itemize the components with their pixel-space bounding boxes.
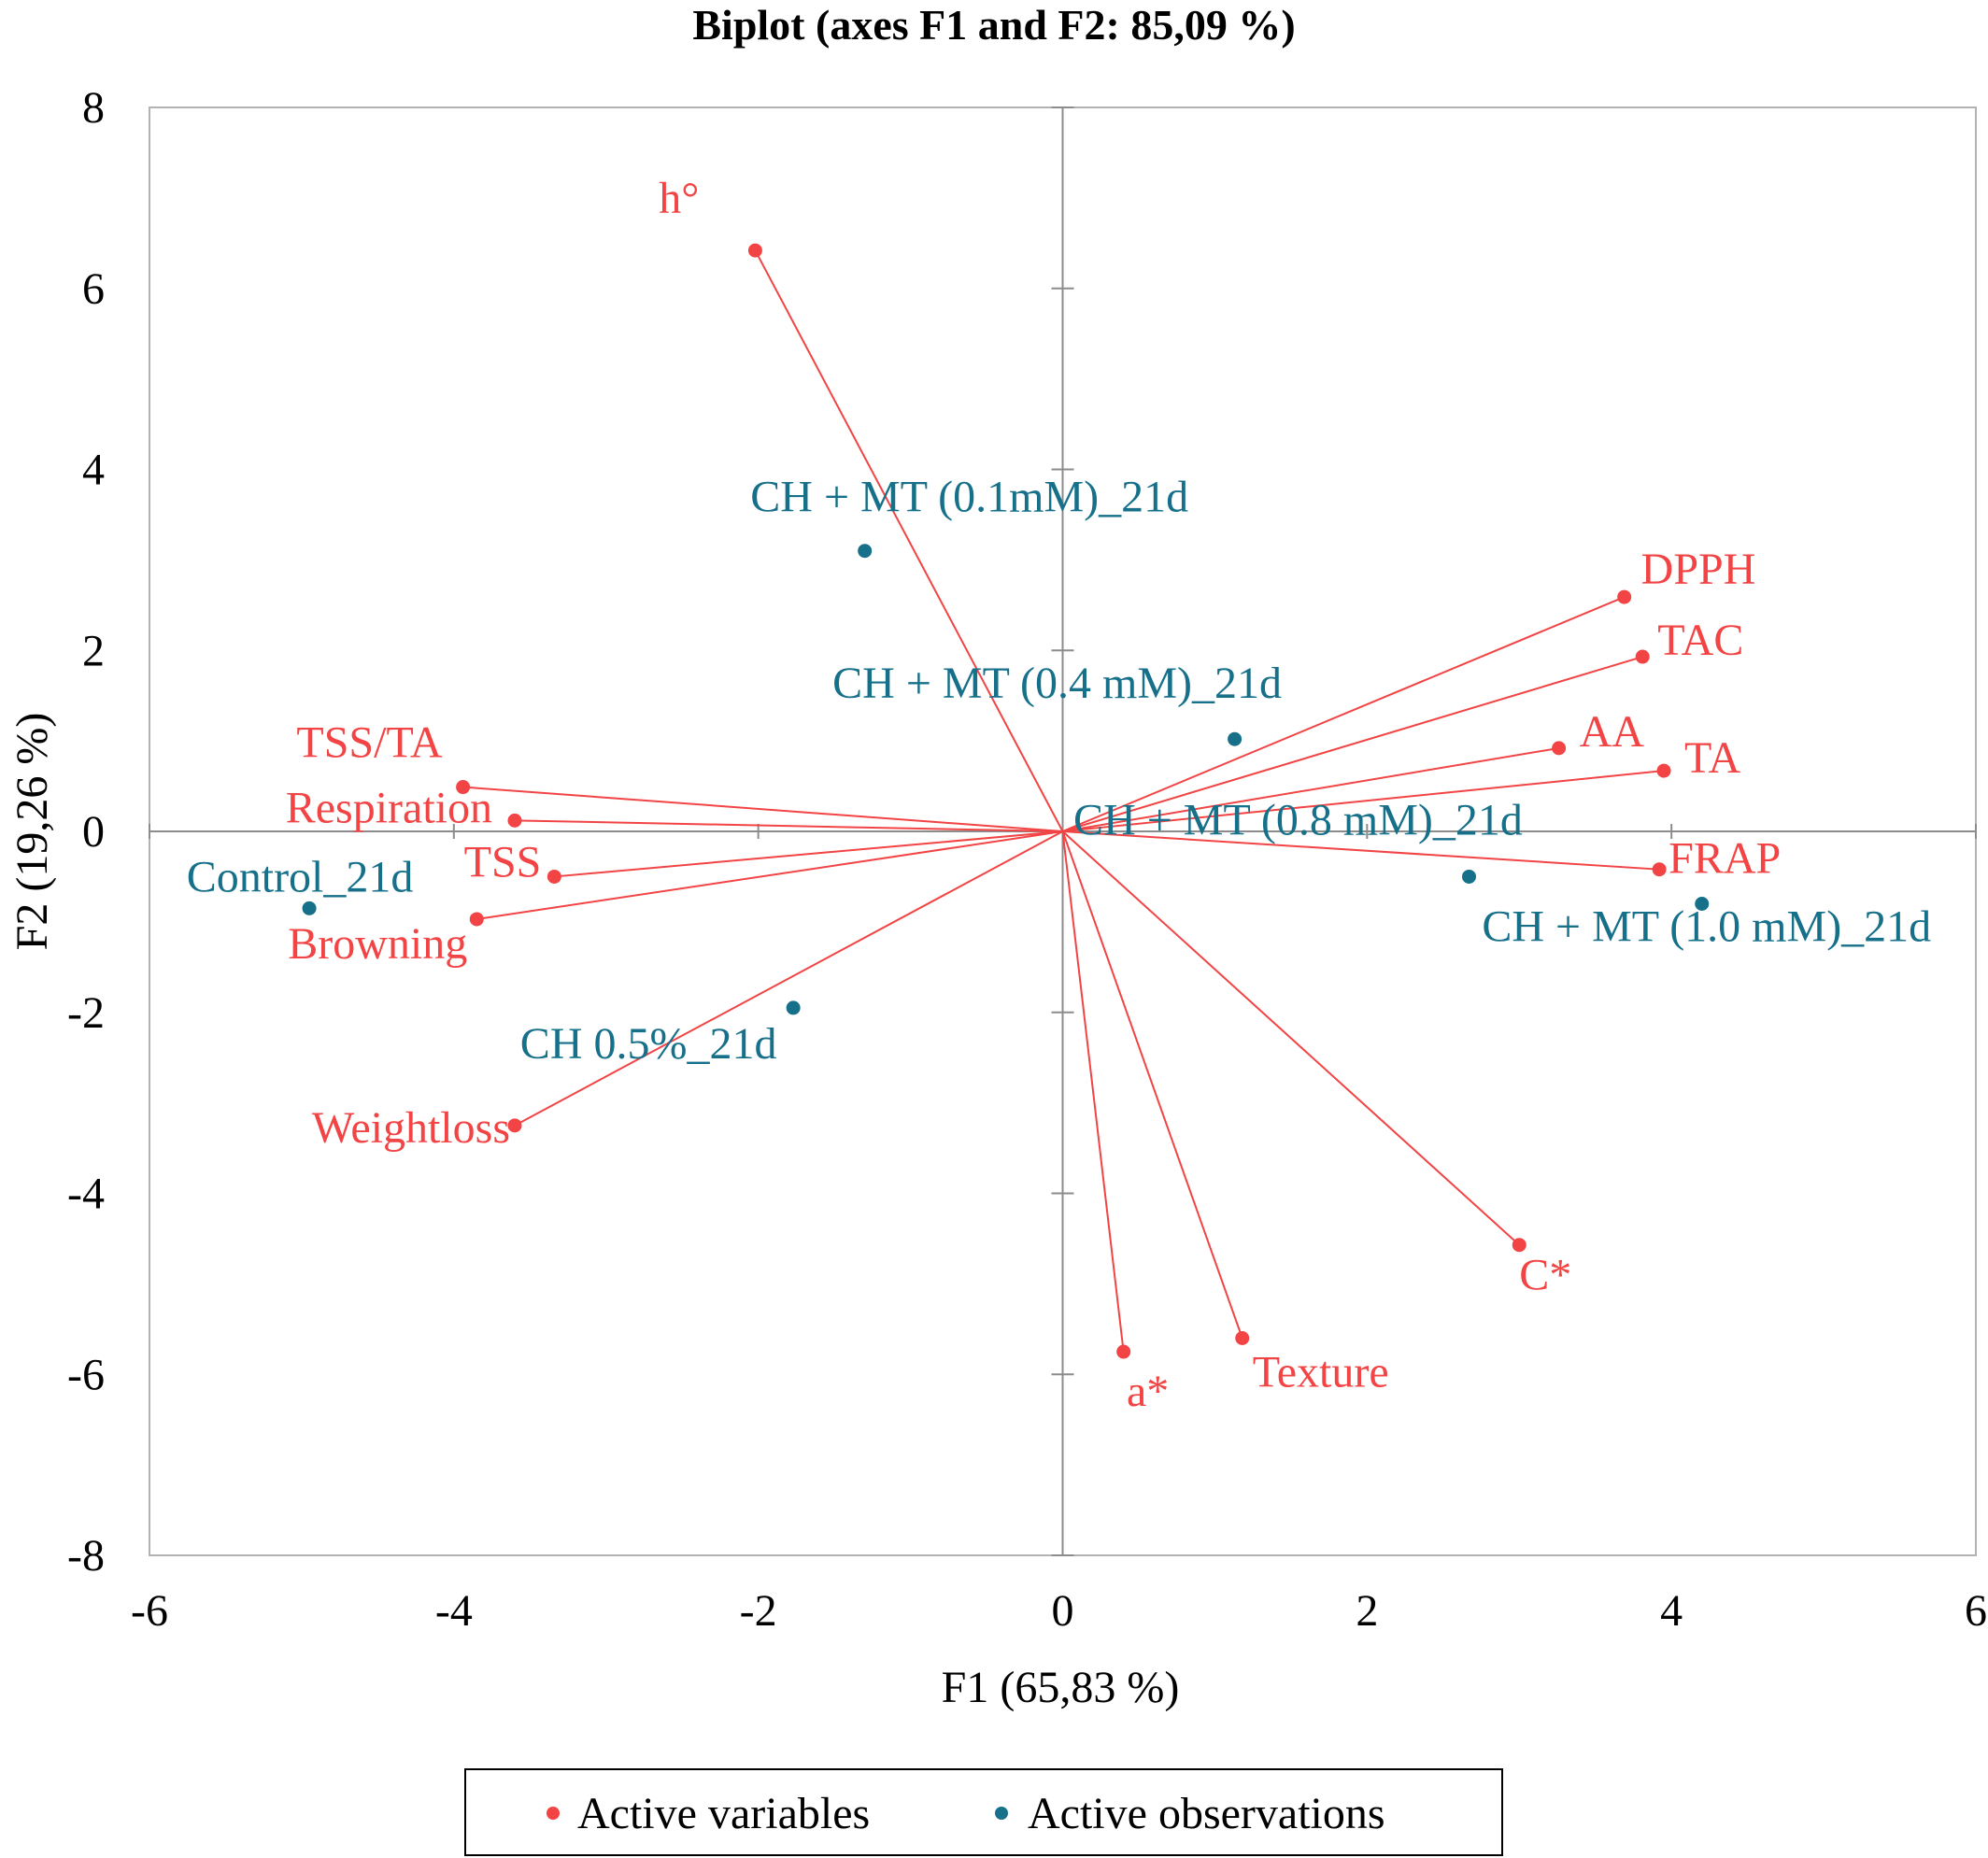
variable-label-tss: TSS bbox=[464, 837, 542, 886]
variable-point-frap bbox=[1652, 862, 1667, 877]
vector-h bbox=[754, 249, 1064, 832]
variable-point-respiration bbox=[507, 813, 522, 828]
variable-vectors bbox=[462, 249, 1665, 1353]
variable-label-frap: FRAP bbox=[1668, 834, 1781, 884]
legend-label-observations: Active observations bbox=[1028, 1789, 1385, 1838]
observation-label-ch-0-5-21d: CH 0.5%_21d bbox=[520, 1019, 777, 1069]
x-tick-label: 2 bbox=[1356, 1586, 1378, 1636]
variable-label-h: h° bbox=[659, 174, 699, 223]
variable-label-respiration: Respiration bbox=[286, 783, 492, 832]
vector-texture bbox=[1061, 830, 1243, 1339]
variable-label-browning: Browning bbox=[288, 919, 467, 969]
y-axis-title: F2 (19,26 %) bbox=[7, 713, 57, 951]
variable-point-h bbox=[747, 243, 762, 258]
observation-label-control-21d: Control_21d bbox=[187, 852, 414, 901]
vector-frap bbox=[1062, 830, 1660, 871]
data-points bbox=[302, 243, 1710, 1359]
x-axis-title: F1 (65,83 %) bbox=[942, 1663, 1180, 1712]
vector-tss-ta bbox=[462, 786, 1063, 832]
variable-point-tac bbox=[1635, 649, 1650, 664]
observation-label-ch-mt-0-1mm-21d: CH + MT (0.1mM)_21d bbox=[750, 473, 1188, 522]
variable-point-tss-ta bbox=[456, 780, 471, 795]
vector-weightloss bbox=[514, 830, 1063, 1127]
legend-label-variables: Active variables bbox=[577, 1789, 870, 1838]
variable-point-browning bbox=[469, 912, 484, 927]
axis-ticks: -6 -4 -2 0 2 4 6 -8 -6 -4 -2 0 2 4 6 8 bbox=[67, 83, 1987, 1636]
variable-label-weightloss: Weightloss bbox=[312, 1103, 510, 1153]
vector-aa bbox=[1062, 746, 1559, 832]
variable-point-c bbox=[1512, 1238, 1526, 1253]
variable-label-tac: TAC bbox=[1657, 616, 1743, 665]
variable-label-ta: TA bbox=[1684, 733, 1740, 783]
variable-label-tss-ta: TSS/TA bbox=[296, 718, 443, 768]
x-tick-label: -4 bbox=[435, 1586, 473, 1636]
observation-label-ch-mt-1-0-mm-21d: CH + MT (1.0 mM)_21d bbox=[1482, 902, 1931, 952]
variable-label-dpph: DPPH bbox=[1641, 545, 1756, 594]
legend-box bbox=[464, 1768, 1503, 1856]
variable-point-aa bbox=[1552, 741, 1567, 756]
variable-point-dpph bbox=[1617, 589, 1632, 604]
vector-a bbox=[1061, 830, 1125, 1353]
variable-label-c: C* bbox=[1519, 1251, 1571, 1300]
legend-swatch-observations bbox=[995, 1807, 1008, 1820]
variable-point-tss bbox=[547, 869, 561, 884]
y-tick-label: 2 bbox=[82, 626, 105, 675]
x-tick-label: 0 bbox=[1052, 1586, 1074, 1636]
vector-tac bbox=[1062, 656, 1643, 832]
y-tick-label: 6 bbox=[82, 264, 105, 314]
observation-label-ch-mt-0-8-mm-21d: CH + MT (0.8 mM)_21d bbox=[1073, 795, 1523, 844]
y-tick-label: 0 bbox=[82, 807, 105, 857]
x-tick-label: 6 bbox=[1965, 1586, 1987, 1636]
variable-point-a bbox=[1116, 1344, 1131, 1359]
variable-point-weightloss bbox=[507, 1118, 522, 1133]
y-tick-label: -6 bbox=[67, 1350, 105, 1399]
vector-tss bbox=[554, 830, 1063, 878]
observation-point-ch-mt-1-0-mm-21d bbox=[1695, 897, 1710, 911]
y-tick-label: -4 bbox=[67, 1170, 105, 1219]
observation-label-ch-mt-0-4-mm-21d: CH + MT (0.4 mM)_21d bbox=[832, 659, 1282, 708]
vector-browning bbox=[476, 830, 1063, 920]
vector-c bbox=[1061, 830, 1520, 1246]
variable-label-texture: Texture bbox=[1253, 1348, 1389, 1397]
y-tick-label: -2 bbox=[67, 988, 105, 1038]
vector-ta bbox=[1062, 770, 1665, 832]
vector-respiration bbox=[514, 819, 1063, 832]
observation-point-ch-mt-0-8-mm-21d bbox=[1461, 869, 1476, 884]
observation-point-ch-0-5-21d bbox=[786, 1000, 801, 1015]
x-tick-label: -2 bbox=[740, 1586, 777, 1636]
y-tick-label: 8 bbox=[82, 83, 105, 133]
observation-point-ch-mt-0-4-mm-21d bbox=[1228, 731, 1242, 746]
variable-label-a: a* bbox=[1127, 1367, 1169, 1416]
vector-dpph bbox=[1062, 596, 1626, 832]
variable-point-ta bbox=[1656, 763, 1671, 778]
y-tick-label: -8 bbox=[67, 1531, 105, 1581]
x-tick-label: 4 bbox=[1660, 1586, 1683, 1636]
variable-point-texture bbox=[1235, 1331, 1250, 1345]
legend: Active variables Active observations bbox=[464, 1768, 1503, 1856]
observation-point-control-21d bbox=[302, 901, 317, 915]
y-tick-label: 4 bbox=[82, 446, 105, 495]
chart-title: Biplot (axes F1 and F2: 85,09 %) bbox=[692, 1, 1295, 49]
x-tick-label: -6 bbox=[131, 1586, 168, 1636]
observation-point-ch-mt-0-1mm-21d bbox=[858, 544, 873, 559]
variable-label-aa: AA bbox=[1580, 707, 1645, 757]
legend-swatch-variables bbox=[547, 1807, 560, 1820]
